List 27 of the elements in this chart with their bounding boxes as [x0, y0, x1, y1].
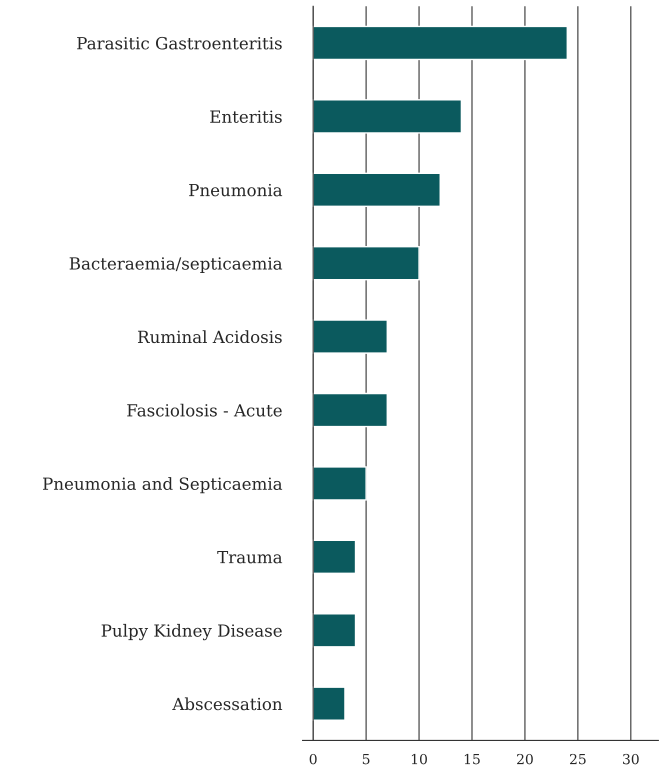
y-tick-label: Fasciolosis - Acute: [127, 404, 282, 417]
y-tick-label: Pneumonia: [189, 184, 282, 196]
x-tick-label: 10: [412, 754, 427, 764]
x-tick-label: 5: [362, 754, 370, 764]
y-tick-label: Bacteraemia/septicaemia: [70, 257, 282, 273]
y-tick-label: Ruminal Acidosis: [138, 330, 282, 344]
x-tick-label: 25: [570, 754, 586, 764]
bar: [312, 319, 388, 354]
bar: [312, 686, 346, 721]
bar: [312, 26, 568, 60]
bar: [312, 540, 356, 574]
bar: [312, 392, 388, 428]
y-tick-label: Enteritis: [210, 110, 282, 123]
y-tick-label: Pulpy Kidney Disease: [102, 624, 282, 640]
x-tick-label: 0: [310, 754, 317, 764]
bar: [312, 466, 367, 501]
bar: [312, 172, 441, 207]
x-tick-label: 20: [517, 754, 533, 764]
y-tick-label: Trauma: [217, 551, 282, 564]
x-tick-label: 30: [623, 754, 639, 764]
y-tick-label: Pneumonia and Septicaemia: [43, 477, 282, 494]
x-tick-label: 15: [464, 754, 480, 764]
y-tick-label: Abscessation: [172, 697, 282, 710]
y-tick-label: Parasitic Gastroenteritis: [77, 36, 282, 50]
bar: [312, 613, 356, 648]
bar: [312, 99, 462, 134]
bar: [312, 246, 420, 280]
